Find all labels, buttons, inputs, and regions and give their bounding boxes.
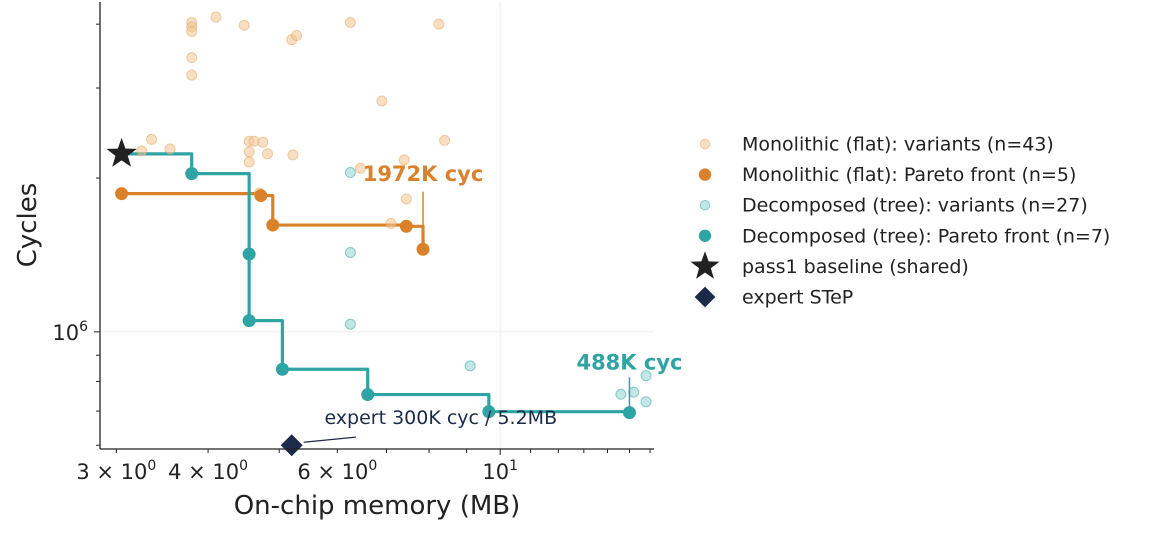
cycle-annotation-label: 488K cyc (576, 350, 682, 374)
data-point (243, 146, 255, 158)
data-point (254, 189, 268, 203)
data-point (243, 156, 255, 168)
data-point (275, 362, 289, 376)
grid (100, 2, 654, 449)
data-point (416, 242, 430, 256)
data-point (464, 360, 476, 372)
data-point (640, 370, 652, 382)
data-point (185, 167, 199, 181)
legend-label: pass1 baseline (shared) (742, 256, 969, 278)
pareto-step-lines (121, 152, 632, 414)
data-point (186, 69, 198, 81)
legend-label: Decomposed (tree): variants (n=27) (742, 195, 1088, 217)
data-point (400, 193, 412, 205)
y-tick-label: 106 (52, 319, 88, 345)
data-point (186, 25, 198, 37)
axes (99, 2, 654, 450)
data-point (361, 388, 375, 402)
data-point (257, 136, 269, 148)
x-axis-title: On-chip memory (MB) (234, 491, 521, 521)
legend-marker (698, 229, 712, 243)
data-point (399, 219, 413, 233)
legend-label: Monolithic (flat): variants (n=43) (742, 134, 1054, 156)
data-point (344, 246, 356, 258)
cycle-annotation-label: 1972K cyc (363, 162, 484, 186)
data-point (482, 405, 496, 419)
data-point (186, 52, 198, 64)
legend-marker (699, 138, 711, 150)
ticks: 3 × 100 4 × 100 6 × 100 101 106 (52, 23, 651, 484)
data-point (344, 318, 356, 330)
data-point (385, 217, 397, 229)
data-point (238, 19, 250, 31)
data-point (376, 95, 388, 107)
data-point (344, 17, 356, 29)
y-axis-title: Cycles (13, 183, 43, 268)
data-point (262, 148, 274, 160)
expert-annotation-arrow (303, 436, 356, 443)
data-point (433, 18, 445, 30)
legend: Monolithic (flat): variants (n=43) Monoli… (690, 134, 1110, 310)
data-point (291, 30, 303, 42)
data-point (615, 388, 627, 400)
data-point (622, 406, 636, 420)
legend-marker (698, 168, 712, 181)
x-tick-label: 6 × 100 (297, 458, 377, 484)
data-point (439, 134, 451, 146)
x-tick-label: 4 × 100 (168, 458, 248, 484)
data-point (146, 133, 158, 145)
legend-label: Decomposed (tree): Pareto front (n=7) (742, 225, 1110, 247)
data-point (115, 187, 129, 201)
data-point (242, 314, 256, 328)
legend-marker (690, 251, 720, 279)
data-point (266, 218, 280, 232)
data-point (136, 145, 148, 157)
legend-marker (692, 284, 718, 310)
legend-marker (699, 199, 711, 211)
data-point (278, 432, 305, 459)
data-point (210, 11, 222, 23)
data-point (344, 167, 356, 179)
legend-label: Monolithic (flat): Pareto front (n=5) (742, 164, 1076, 186)
data-point (628, 386, 640, 398)
data-point (354, 162, 366, 174)
data-points (106, 11, 652, 459)
data-point (164, 143, 176, 155)
data-point (106, 137, 137, 167)
data-point (398, 154, 410, 166)
data-point (287, 149, 299, 161)
data-point (640, 396, 652, 408)
legend-label: expert STeP (742, 287, 853, 309)
x-tick-label: 101 (482, 458, 518, 484)
expert-annotation-label: expert 300K cyc / 5.2MB (324, 407, 557, 429)
x-tick-label: 3 × 100 (76, 458, 156, 484)
annotations: 1972K cyc 488K cyc expert 300K cyc / 5.2MB (303, 162, 682, 443)
data-point (242, 247, 256, 261)
